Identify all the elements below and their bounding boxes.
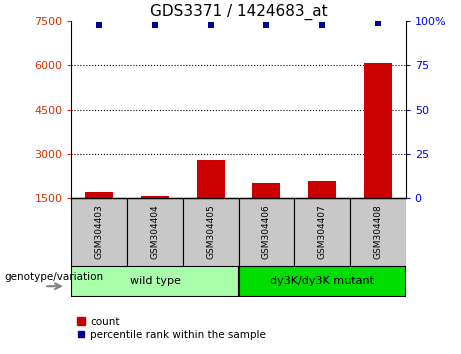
Point [374, 20, 382, 26]
Point [319, 22, 326, 28]
Bar [71, 198, 127, 266]
Bar [197, 160, 225, 198]
Bar [308, 181, 336, 198]
Bar [85, 192, 113, 198]
Text: GSM304404: GSM304404 [150, 205, 160, 259]
Bar [71, 266, 239, 297]
Point [151, 22, 159, 28]
Bar [364, 63, 392, 198]
Text: wild type: wild type [130, 276, 180, 286]
Text: GSM304407: GSM304407 [318, 205, 327, 259]
Bar [238, 198, 294, 266]
Text: GSM304403: GSM304403 [95, 205, 104, 259]
Text: GSM304406: GSM304406 [262, 205, 271, 259]
Point [95, 22, 103, 28]
Point [207, 22, 214, 28]
Bar [141, 196, 169, 198]
Legend: count, percentile rank within the sample: count, percentile rank within the sample [77, 317, 266, 340]
Text: GSM304408: GSM304408 [373, 205, 382, 259]
Title: GDS3371 / 1424683_at: GDS3371 / 1424683_at [150, 4, 327, 20]
Bar [183, 198, 238, 266]
Bar [294, 198, 350, 266]
Text: dy3K/dy3K mutant: dy3K/dy3K mutant [270, 276, 374, 286]
Text: genotype/variation: genotype/variation [5, 272, 104, 282]
Text: GSM304405: GSM304405 [206, 205, 215, 259]
Bar [127, 198, 183, 266]
Bar [253, 183, 280, 198]
Point [263, 22, 270, 28]
Bar [350, 198, 406, 266]
Bar [238, 266, 406, 297]
